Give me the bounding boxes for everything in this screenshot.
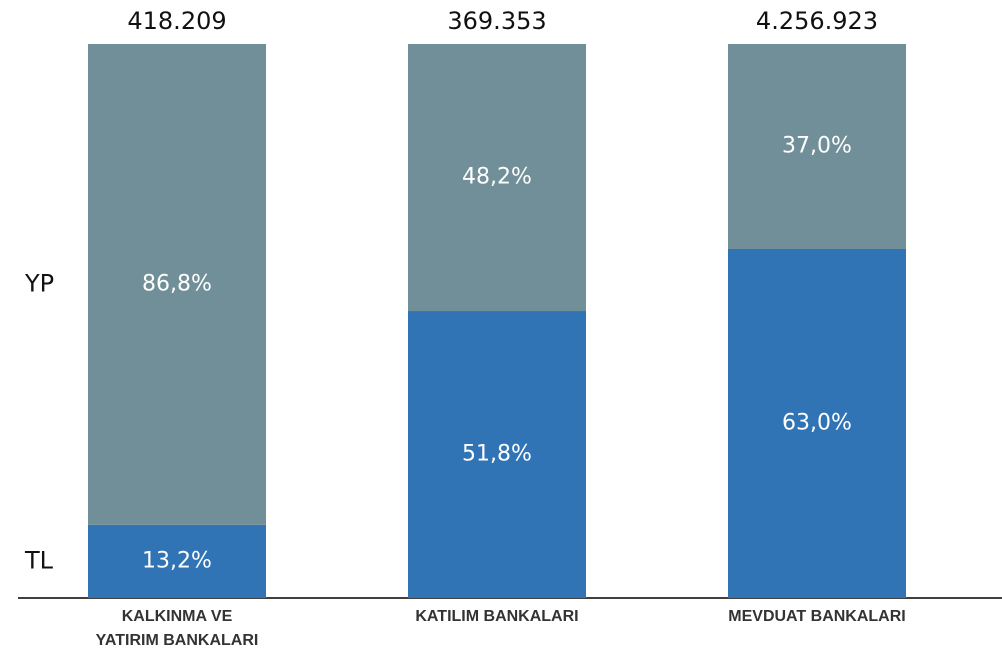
data-label: 13,2% [142, 548, 212, 573]
legend-label: TL [24, 546, 54, 574]
x-tick-label: MEVDUAT BANKALARI [728, 608, 905, 625]
data-label: 86,8% [142, 271, 212, 296]
data-label: 51,8% [462, 442, 532, 467]
data-label: 37,0% [782, 133, 852, 158]
bar-segment [408, 311, 586, 598]
x-tick-label: YATIRIM BANKALARI [96, 632, 259, 649]
legend-label: YP [24, 269, 54, 297]
total-label: 418.209 [127, 7, 226, 35]
total-label: 4.256.923 [756, 7, 878, 35]
data-label: 63,0% [782, 410, 852, 435]
bar-segment [728, 248, 906, 599]
x-tick-label: KATILIM BANKALARI [415, 608, 578, 625]
bar-segment [88, 524, 266, 598]
x-tick-label: KALKINMA VE [122, 608, 233, 625]
bar-segment [88, 44, 266, 525]
bar-segment [408, 44, 586, 312]
bar-segment [728, 44, 906, 249]
data-label: 48,2% [462, 165, 532, 190]
total-label: 369.353 [447, 7, 546, 35]
